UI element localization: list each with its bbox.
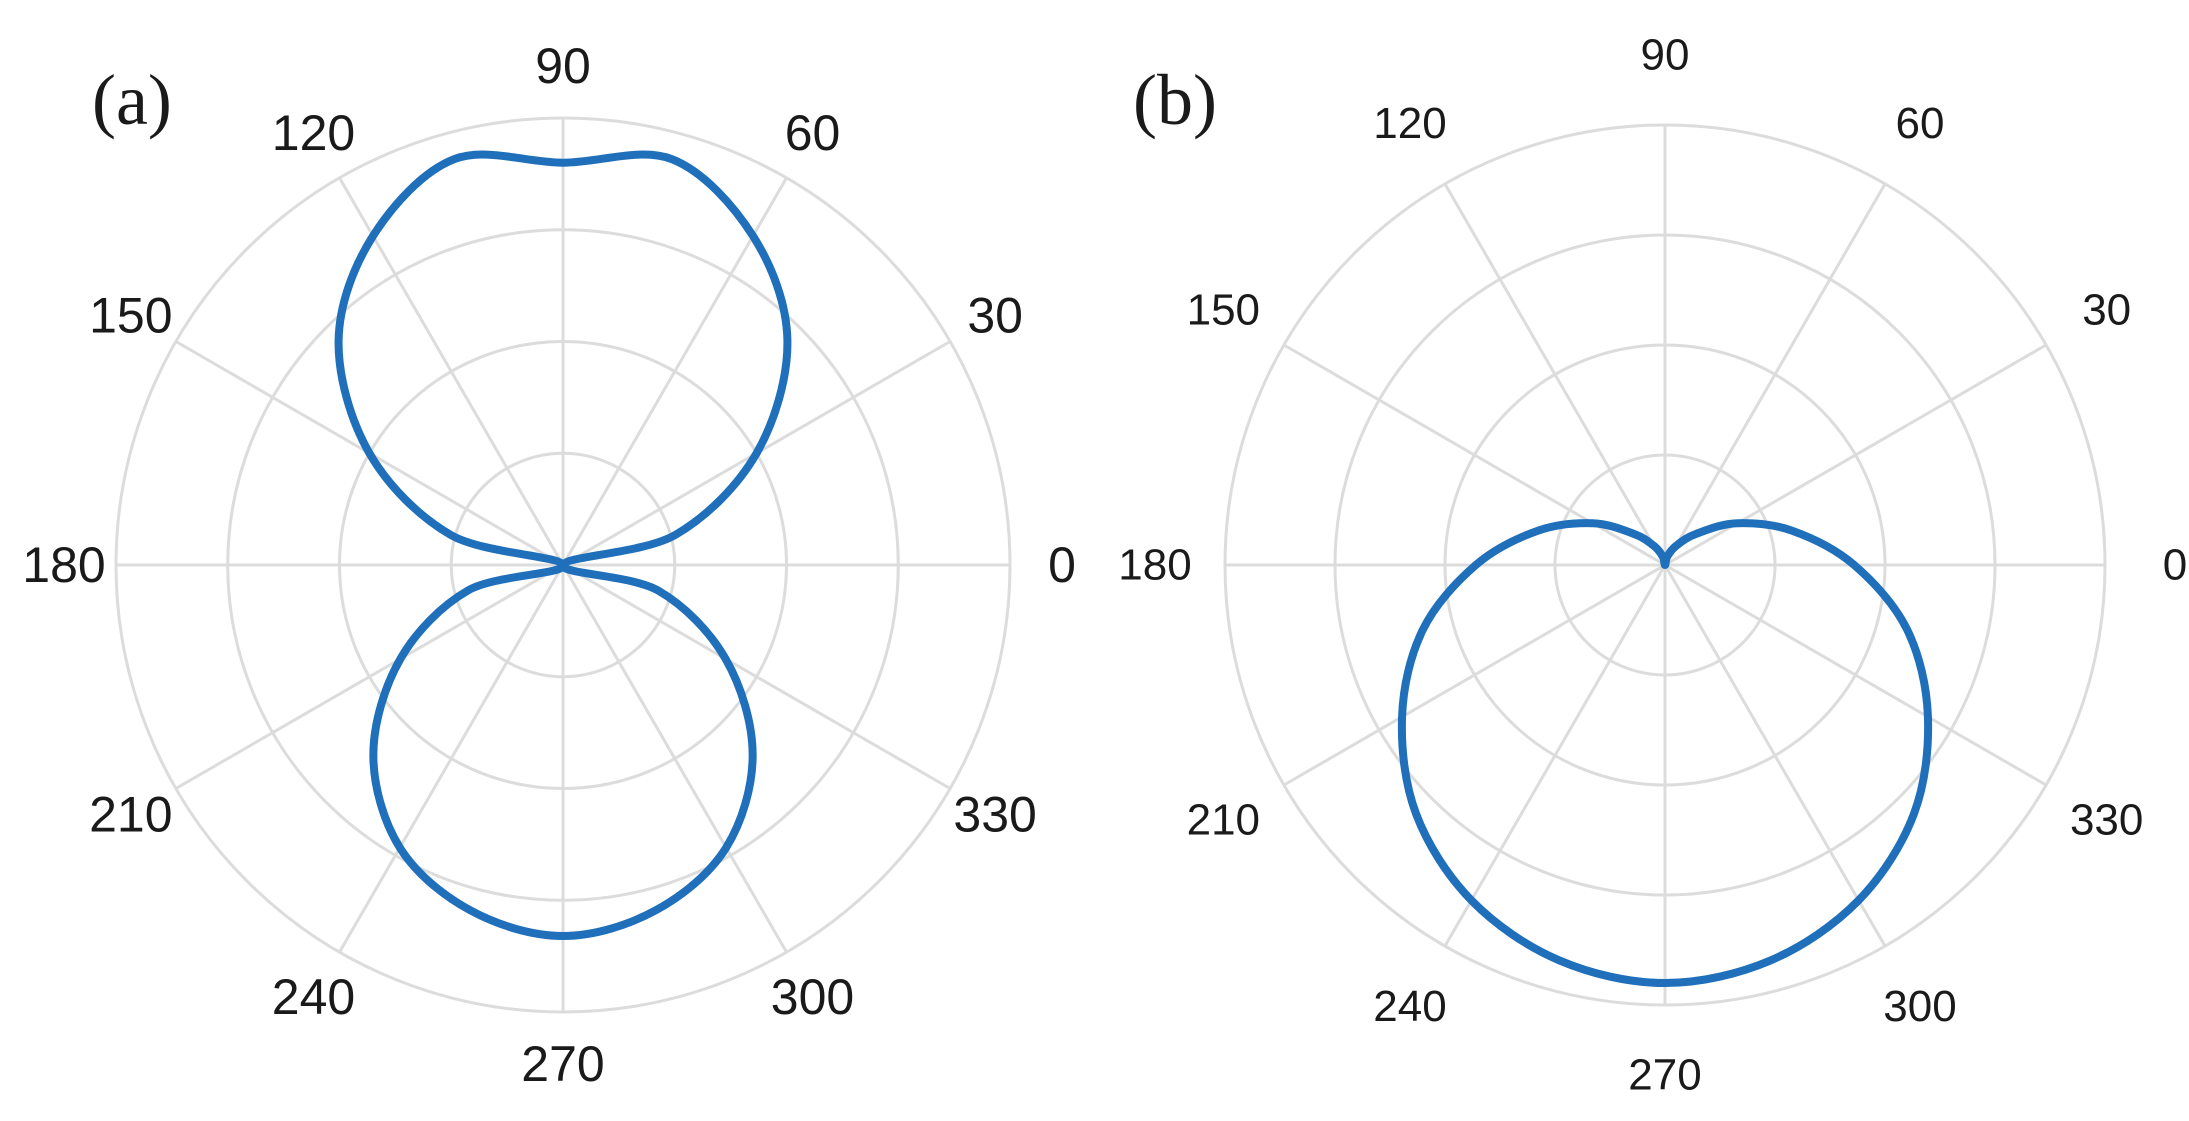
spoke-240 [338,564,565,953]
theta-tick-label-300: 300 [771,969,854,1025]
spoke-300 [561,564,788,953]
theta-tick-label-30: 30 [2082,286,2131,335]
spoke-300 [1663,564,1887,947]
spoke-150 [1283,343,1666,567]
polar-curve-b [1397,519,1933,987]
spoke-120 [338,177,565,566]
theta-tick-label-300: 300 [1883,982,1956,1031]
theta-tick-label-240: 240 [1373,982,1446,1031]
spoke-120 [1443,183,1667,566]
spoke-30 [1664,343,2047,567]
theta-tick-label-0: 0 [2163,541,2187,590]
panel-label-a: (a) [92,60,172,140]
theta-tick-label-270: 270 [1628,1051,1701,1100]
polar-curve-a [334,150,792,941]
theta-tick-label-210: 210 [89,787,172,843]
spoke-210 [1283,563,1666,787]
spoke-210 [175,563,564,790]
spoke-60 [561,177,788,566]
theta-tick-label-330: 330 [953,787,1036,843]
theta-tick-label-60: 60 [785,105,841,161]
theta-tick-label-180: 180 [22,537,105,593]
polar-plot-b: 0 30 60 90 120 150 180 210 240 270 300 330 (b) [1118,31,2187,1100]
spoke-60 [1663,183,1887,566]
theta-tick-label-210: 210 [1187,796,1260,845]
spoke-330 [1664,563,2047,787]
theta-tick-label-270: 270 [521,1036,604,1092]
theta-tick-label-330: 330 [2070,796,2143,845]
theta-tick-label-30: 30 [967,288,1023,344]
spoke-240 [1443,564,1667,947]
panel-label-b: (b) [1133,60,1217,140]
theta-tick-label-90: 90 [1641,31,1690,80]
theta-tick-label-60: 60 [1896,99,1945,148]
theta-tick-label-180: 180 [1118,541,1191,590]
theta-tick-label-90: 90 [535,38,591,94]
theta-tick-label-240: 240 [272,969,355,1025]
theta-tick-label-150: 150 [1187,286,1260,335]
theta-tick-label-150: 150 [89,288,172,344]
theta-tick-label-0: 0 [1048,537,1076,593]
polar-plot-a: 0 30 60 90 120 150 180 210 240 270 300 330 (a) [22,38,1076,1092]
spoke-330 [562,563,951,790]
theta-tick-label-120: 120 [1373,99,1446,148]
theta-tick-label-120: 120 [272,105,355,161]
